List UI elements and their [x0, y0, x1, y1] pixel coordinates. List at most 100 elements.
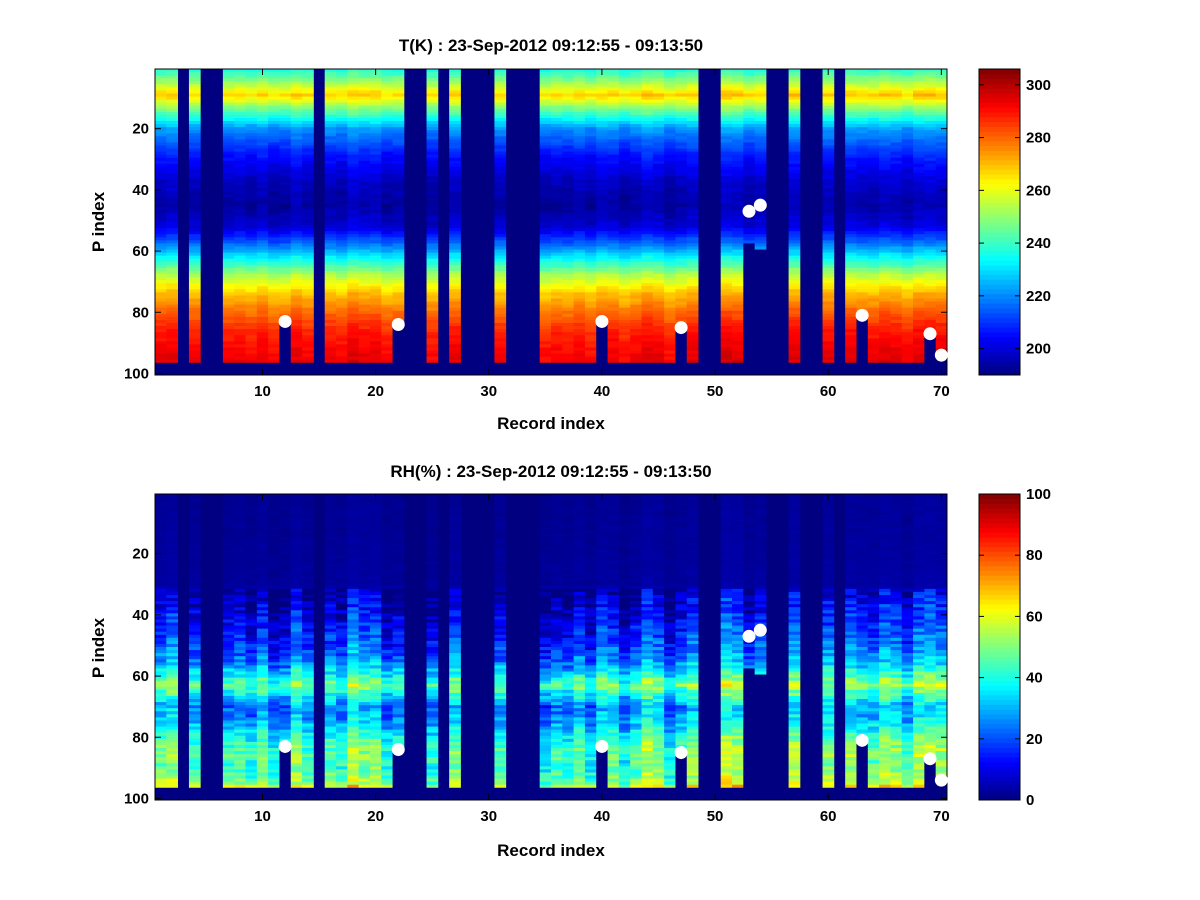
heatmap-cell: [166, 356, 179, 361]
heatmap-cell: [675, 298, 688, 302]
heatmap-cell: [652, 84, 665, 88]
heatmap-cell: [584, 289, 597, 293]
heatmap-cell: [686, 166, 699, 171]
heatmap-cell: [358, 142, 371, 146]
heatmap-cell: [686, 87, 699, 91]
heatmap-cell: [222, 160, 235, 165]
heatmap-cell: [369, 338, 382, 342]
heatmap-cell: [449, 356, 461, 361]
heatmap-cell: [562, 148, 575, 153]
heatmap-cell: [754, 338, 767, 342]
heatmap-cell: [924, 166, 937, 171]
heatmap-cell: [856, 133, 869, 137]
heatmap-cell: [573, 335, 586, 339]
heatmap-cell: [720, 148, 733, 153]
heatmap-cell: [222, 326, 235, 330]
heatmap-cell: [607, 75, 620, 79]
heatmap-cell: [222, 289, 235, 293]
heatmap-cell: [155, 142, 167, 146]
heatmap-cell: [302, 114, 314, 119]
heatmap-cell: [268, 329, 280, 333]
heatmap-cell: [392, 362, 405, 367]
heatmap-cell: [686, 136, 699, 140]
heatmap-cell: [867, 194, 880, 198]
heatmap-cell: [845, 148, 857, 153]
heatmap-cell: [268, 298, 280, 302]
heatmap-cell: [901, 154, 914, 159]
heatmap-cell: [935, 301, 948, 306]
heatmap-cell: [234, 338, 246, 342]
heatmap-cell: [754, 182, 767, 186]
heatmap-cell: [188, 114, 201, 119]
heatmap-cell: [607, 310, 620, 315]
heatmap-cell: [641, 179, 654, 183]
heatmap-cell: [358, 261, 371, 266]
heatmap-cell: [720, 194, 733, 198]
heatmap-cell: [268, 127, 280, 131]
heatmap-cell: [347, 335, 360, 339]
heatmap-cell: [856, 197, 869, 201]
heatmap-cell: [924, 286, 937, 290]
heatmap-cell: [494, 142, 507, 146]
heatmap-cell: [279, 359, 292, 364]
heatmap-cell: [641, 173, 654, 177]
heatmap-cell: [290, 347, 303, 351]
heatmap-cell: [630, 347, 642, 351]
heatmap-cell: [675, 185, 688, 189]
heatmap-cell: [347, 145, 360, 149]
heatmap-cell: [935, 139, 948, 143]
heatmap-cell: [901, 84, 914, 88]
heatmap-cell: [856, 136, 869, 140]
heatmap-cell: [754, 121, 767, 125]
heatmap-cell: [551, 206, 563, 211]
heatmap-cell: [607, 166, 620, 171]
heatmap-cell: [539, 347, 552, 351]
heatmap-cell: [302, 322, 314, 327]
heatmap-cell: [924, 353, 937, 358]
heatmap-cell: [652, 215, 665, 220]
heatmap-cell: [539, 87, 552, 91]
heatmap-cell: [245, 338, 258, 342]
heatmap-cell: [596, 283, 608, 287]
heatmap-cell: [268, 99, 280, 104]
heatmap-cell: [845, 78, 857, 82]
heatmap-cell: [302, 203, 314, 208]
heatmap-cell: [302, 197, 314, 201]
heatmap-cell: [256, 215, 269, 220]
heatmap-cell: [754, 332, 767, 336]
heatmap-cell: [845, 347, 857, 351]
heatmap-cell: [618, 356, 631, 361]
heatmap-cell: [494, 206, 507, 211]
heatmap-cell: [188, 252, 201, 257]
heatmap-cell: [245, 191, 258, 195]
heatmap-cell: [234, 197, 246, 201]
heatmap-cell: [268, 157, 280, 162]
heatmap-cell: [551, 96, 563, 100]
heatmap-cell: [924, 111, 937, 116]
heatmap-cell: [324, 197, 337, 201]
heatmap-cell: [686, 176, 699, 180]
heatmap-cell: [381, 316, 393, 321]
heatmap-cell: [686, 258, 699, 263]
heatmap-cell: [913, 212, 925, 217]
heatmap-cell: [155, 69, 167, 73]
heatmap-cell: [256, 206, 269, 211]
heatmap-cell: [935, 292, 948, 296]
heatmap-cell: [901, 258, 914, 263]
heatmap-cell: [664, 341, 676, 345]
heatmap-cell: [539, 215, 552, 220]
heatmap-cell: [290, 124, 303, 128]
heatmap-cell: [494, 93, 507, 97]
heatmap-cell: [426, 148, 439, 153]
heatmap-cell: [879, 188, 891, 192]
heatmap-cell: [935, 234, 948, 238]
heatmap-cell: [302, 338, 314, 342]
heatmap-cell: [539, 145, 552, 149]
heatmap-cell: [449, 102, 461, 107]
heatmap-cell: [607, 280, 620, 284]
heatmap-cell: [539, 96, 552, 100]
heatmap-cell: [290, 93, 303, 97]
heatmap-cell: [573, 179, 586, 183]
heatmap-cell: [867, 160, 880, 165]
heatmap-cell: [551, 84, 563, 88]
